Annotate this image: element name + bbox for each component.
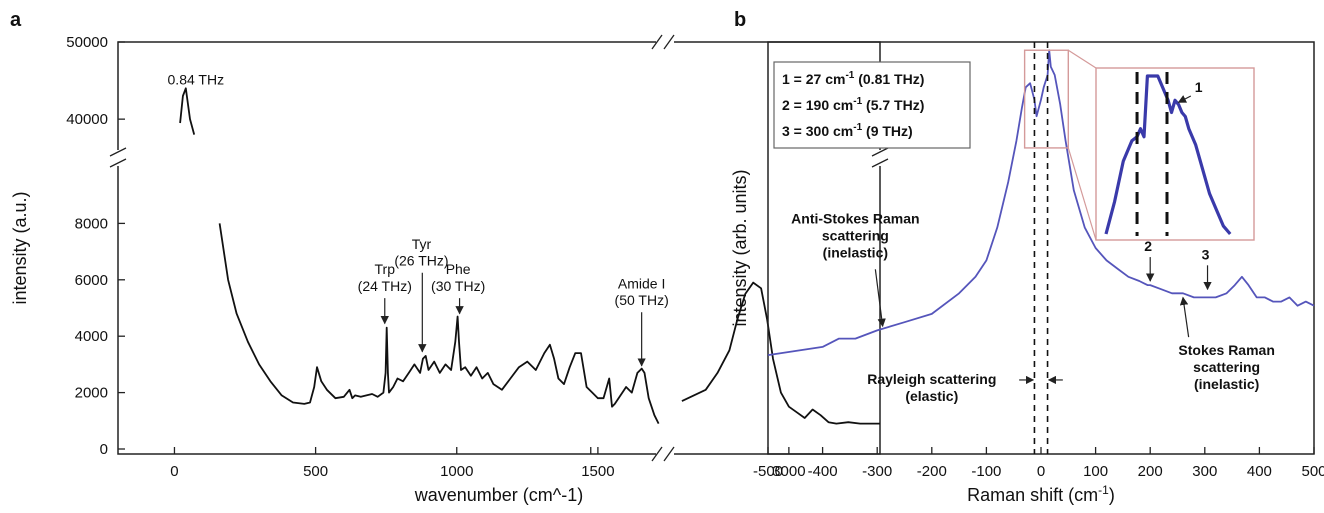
peak-annotation-a: Amide I	[618, 275, 665, 291]
series-group-b	[767, 42, 1315, 454]
x-tick-label-a: 500	[303, 463, 328, 480]
legend-entry: 3 = 300 cm-1 (9 THz)	[782, 122, 913, 139]
plot-frame-a	[117, 41, 881, 455]
y-tick-label-a: 40000	[66, 111, 108, 128]
panel-label-a: a	[10, 9, 22, 31]
y-tick-label-a: 2000	[75, 385, 108, 402]
x-tick-label-b: 200	[1138, 463, 1163, 480]
x-break-mark-a	[651, 446, 663, 462]
panel-label-b: b	[734, 9, 746, 31]
zoom-connector	[1067, 49, 1097, 69]
annotation-arrow	[874, 269, 886, 328]
y-axis-gap-a	[877, 150, 883, 166]
x-tick-label-a: 0	[170, 463, 178, 480]
y-tick-label-a: 8000	[75, 215, 108, 232]
inset-marker-arrow	[1177, 95, 1192, 103]
axis-break-group-a	[109, 34, 889, 462]
peak-marker-label: 3	[1202, 246, 1210, 262]
y-break-mark-a	[871, 158, 889, 168]
x-tick-label-a: 1500	[581, 463, 614, 480]
x-tick-label-b: 0	[1037, 463, 1045, 480]
peak-annotation-a: Tyr	[412, 236, 432, 252]
inset-spectrum-line	[1104, 74, 1232, 236]
peak-annotation-a: (26 THz)	[394, 253, 448, 269]
x-tick-label-b: 500	[1301, 463, 1324, 480]
spectrum-segment-a-1	[218, 223, 660, 425]
x-break-mark-a	[651, 34, 663, 50]
annotation-group-b: 1 = 27 cm-1 (0.81 THz) 2 = 190 cm-1 (5.7 …	[773, 49, 1275, 404]
peak-annotation-a: (24 THz)	[358, 278, 412, 294]
x-break-mark-a	[663, 34, 675, 50]
annotation-group-a: 0.84 THz Tyr(26 THz)Trp(24 THz) Phe(30 THz…	[168, 71, 669, 367]
y-tick-label-a: 50000	[66, 34, 108, 51]
x-tick-label-b: -500	[753, 463, 783, 480]
legend-entry: 1 = 27 cm-1 (0.81 THz)	[782, 70, 924, 87]
zoom-inset: 1	[1095, 67, 1255, 241]
tick-group-b: -500 -400 -300 -200 -100 0 100 200 300 400 500	[753, 447, 1324, 480]
x-tick-label-b: -400	[808, 463, 838, 480]
peak-annotation-a: Phe	[446, 261, 471, 277]
x-tick-label-b: -100	[971, 463, 1001, 480]
y-break-mark-a	[109, 147, 127, 157]
raman-spectrum-line	[767, 49, 1315, 356]
y-axis-title-a: intensity (a.u.)	[10, 191, 30, 304]
chart-panel-a: 0 500 1000 1500 3000 0 2000 4000 6000 8000 40000 50…	[10, 34, 889, 505]
y-tick-label-a: 0	[100, 441, 108, 458]
y-break-mark-a	[109, 158, 127, 168]
x-axis-title-a: wavenumber (cm^-1)	[414, 485, 584, 505]
peak-annotation-a: (50 THz)	[615, 292, 669, 308]
x-tick-label-a: 3000	[772, 463, 805, 480]
y-break-mark-a	[871, 147, 889, 157]
x-tick-label-b: 300	[1192, 463, 1217, 480]
x-tick-label-b: -200	[917, 463, 947, 480]
y-tick-label-a: 6000	[75, 272, 108, 289]
zoom-connector	[1067, 147, 1097, 241]
peak-marker-label: 2	[1144, 238, 1152, 254]
x-axis-gap-a	[656, 451, 674, 457]
inset-marker-label: 1	[1195, 79, 1203, 95]
y-tick-label-a: 4000	[75, 328, 108, 345]
legend-box: 1 = 27 cm-1 (0.81 THz) 2 = 190 cm-1 (5.7 …	[773, 61, 971, 149]
spectrum-segment-a-2	[681, 281, 880, 425]
x-tick-label-b: 400	[1247, 463, 1272, 480]
inset-frame	[1095, 67, 1255, 241]
peak-annotation-a: (30 THz)	[431, 278, 485, 294]
series-group-a	[179, 87, 880, 425]
y-axis-title-b: intensity (arb. units)	[730, 169, 750, 326]
x-tick-label-a: 1000	[440, 463, 473, 480]
legend-frame	[773, 61, 971, 149]
x-tick-label-b: 100	[1083, 463, 1108, 480]
tick-group-a: 0 500 1000 1500 3000 0 2000 4000 6000 8000 40000 50…	[66, 34, 805, 480]
scattering-annotation: Stokes Raman scattering (inelastic)	[1178, 342, 1274, 392]
chart-panel-b: -500 -400 -300 -200 -100 0 100 200 300 400 500 1 =…	[730, 41, 1324, 505]
x-tick-label-b: -300	[862, 463, 892, 480]
spectrum-segment-a-0	[179, 87, 196, 135]
legend-entry: 2 = 190 cm-1 (5.7 THz)	[782, 96, 924, 113]
zoom-region	[1023, 49, 1069, 149]
y-axis-gap-a	[115, 150, 121, 166]
annotation-arrow	[1179, 296, 1190, 338]
peak-annotation-a: Trp	[375, 261, 396, 277]
scattering-annotation: Rayleigh scattering (elastic)	[867, 371, 996, 404]
x-axis-gap-a	[656, 39, 674, 45]
x-axis-title-b: Raman shift (cm-1)	[967, 483, 1115, 505]
scattering-annotation: Anti-Stokes Raman scattering (inelastic)	[791, 210, 919, 260]
x-break-mark-a	[663, 446, 675, 462]
peak-annotation-a: 0.84 THz	[168, 71, 225, 87]
